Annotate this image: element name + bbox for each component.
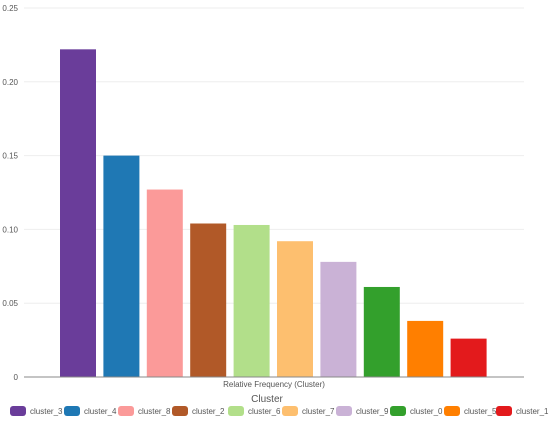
legend-swatch-cluster_2 [172,406,188,416]
legend-label-cluster_6: cluster_6 [248,407,281,416]
bar-cluster_3 [60,49,96,377]
bar-cluster_6 [233,224,270,377]
legend-swatch-cluster_7 [282,406,298,416]
y-tick-label: 0.25 [2,4,18,13]
legend-swatch-cluster_8 [118,406,134,416]
legend-label-cluster_9: cluster_9 [356,407,389,416]
legend-label-cluster_5: cluster_5 [464,407,497,416]
legend-swatch-cluster_5 [444,406,460,416]
bar-cluster_1 [450,338,487,377]
y-tick-label: 0.05 [2,299,18,308]
y-axis-ticks: 0 0.05 0.10 0.15 0.20 0.25 [2,4,18,382]
y-tick-label: 0.20 [2,78,18,87]
legend: cluster_3 cluster_4 cluster_8 cluster_2 clus… [10,406,549,416]
bar-cluster_4 [103,155,140,377]
legend-swatch-cluster_9 [336,406,352,416]
legend-swatch-cluster_4 [64,406,80,416]
bar-cluster_8 [146,189,183,377]
legend-swatch-cluster_0 [390,406,406,416]
legend-title: Cluster [251,394,283,405]
legend-label-cluster_1: cluster_1 [516,407,549,416]
bar-cluster_0 [363,286,400,377]
bar-cluster_7 [277,241,313,377]
legend-label-cluster_2: cluster_2 [192,407,225,416]
legend-label-cluster_0: cluster_0 [410,407,443,416]
bar-cluster_2 [190,223,227,377]
bars [60,49,487,377]
legend-swatch-cluster_1 [496,406,512,416]
y-tick-label: 0.10 [2,225,18,234]
y-tick-label: 0.15 [2,152,18,161]
gridlines [24,7,524,304]
legend-swatch-cluster_3 [10,406,26,416]
y-tick-label: 0 [14,373,19,382]
legend-swatch-cluster_6 [228,406,244,416]
legend-label-cluster_7: cluster_7 [302,407,335,416]
legend-label-cluster_8: cluster_8 [138,407,171,416]
bar-cluster_9 [320,261,357,377]
legend-label-cluster_3: cluster_3 [30,407,63,416]
bar-cluster_5 [407,320,444,377]
legend-label-cluster_4: cluster_4 [84,407,117,416]
x-axis-title: Relative Frequency (Cluster) [223,380,325,389]
